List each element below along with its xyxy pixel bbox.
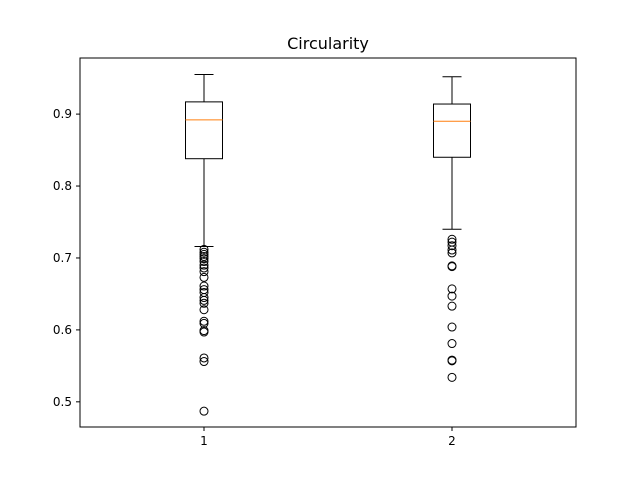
outlier-point	[199, 252, 209, 262]
outlier-point	[199, 293, 209, 303]
box-series-2	[433, 76, 471, 382]
y-tick-label: 0.6	[53, 323, 72, 337]
outlier-point	[199, 247, 209, 257]
outlier-point	[447, 234, 457, 244]
outlier-point	[199, 244, 209, 254]
iqr-box	[185, 101, 223, 160]
outlier-point	[199, 263, 209, 273]
outlier-point	[199, 305, 209, 315]
outlier-point	[199, 295, 209, 305]
iqr-box	[433, 103, 471, 158]
plot-marks	[185, 74, 471, 416]
outlier-point	[447, 339, 457, 349]
outlier-point	[447, 301, 457, 311]
outlier-point	[447, 356, 457, 366]
outlier-point	[199, 406, 209, 416]
outlier-point	[199, 281, 209, 291]
outlier-point	[199, 318, 209, 328]
y-tick-label: 0.5	[53, 395, 72, 409]
outlier-point	[199, 316, 209, 326]
outlier-point	[447, 262, 457, 272]
outlier-point	[199, 249, 209, 259]
chart-title: Circularity	[287, 34, 369, 53]
y-tick-label: 0.7	[53, 251, 72, 265]
outlier-point	[199, 260, 209, 270]
outlier-point	[199, 357, 209, 367]
outlier-point	[199, 267, 209, 277]
outlier-point	[447, 372, 457, 382]
y-tick-label: 0.9	[53, 107, 72, 121]
outlier-point	[199, 327, 209, 337]
plot-frame	[79, 57, 577, 428]
x-tick-label: 2	[448, 434, 456, 448]
outlier-point	[199, 254, 209, 264]
outlier-point	[199, 298, 209, 308]
outlier-point	[447, 284, 457, 294]
outlier-point	[199, 353, 209, 363]
outlier-point	[447, 291, 457, 301]
outlier-point	[199, 272, 209, 282]
outlier-point	[447, 248, 457, 258]
outlier-point	[447, 245, 457, 255]
outlier-point	[447, 322, 457, 332]
y-tick-label: 0.8	[53, 179, 72, 193]
axes: 0.5 0.6 0.7 0.8 0.9 1 2	[53, 107, 456, 448]
outlier-point	[447, 241, 457, 251]
box-series-1	[185, 74, 223, 416]
outlier-point	[199, 257, 209, 267]
x-tick-label: 1	[200, 434, 208, 448]
